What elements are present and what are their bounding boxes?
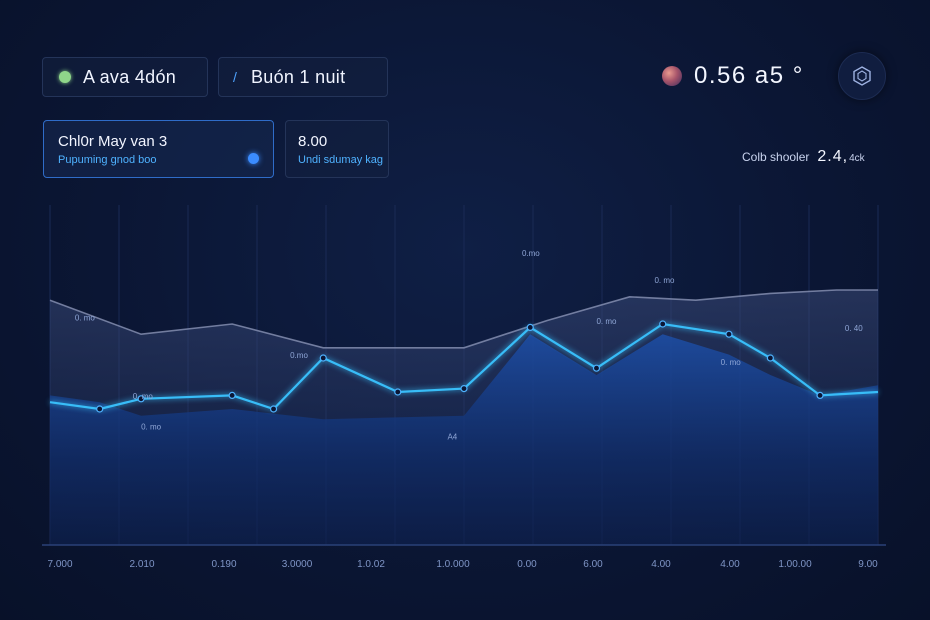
data-point <box>816 391 824 399</box>
point-label: 0. mo <box>141 422 162 431</box>
point-label: 0. mo <box>596 317 617 326</box>
point-label: 0. mo <box>654 276 675 285</box>
series-gray-line <box>49 289 878 349</box>
metric-card-side[interactable]: 8.00 Undi sdumay kag <box>285 120 389 178</box>
header-readout: 0.56 a5 ° <box>662 62 804 90</box>
filter-pill-b-label: Buón 1 nuit <box>251 66 346 87</box>
x-tick-label: 4.00 <box>651 559 671 570</box>
x-tick-label: 0.00 <box>517 559 537 570</box>
data-point <box>394 388 402 396</box>
planet-icon <box>662 66 682 86</box>
metric-card-side-title: 8.00 <box>298 133 328 150</box>
metric-card-side-subtitle: Undi sdumay kag <box>298 154 383 166</box>
data-point <box>659 320 667 328</box>
radio-dot-icon[interactable] <box>248 153 259 164</box>
data-point <box>228 391 236 399</box>
point-label: A4 <box>447 433 457 442</box>
data-point <box>460 385 468 393</box>
filter-pill-a-label: A ava 4dón <box>83 66 177 87</box>
metric-card-main[interactable]: Chl0r May van 3 Pupuming gnod boo <box>43 120 274 178</box>
x-tick-label: 6.00 <box>583 559 603 570</box>
x-tick-label: 1.00.00 <box>778 559 812 570</box>
stat-unit: 4ck <box>849 153 865 164</box>
stat-label: Colb shooler <box>742 150 810 164</box>
header-value: 0.56 a5 ° <box>694 62 804 89</box>
point-label: 0.mo <box>522 249 540 258</box>
point-label: 0. mo <box>75 314 96 323</box>
metric-card-main-subtitle: Pupuming gnod boo <box>58 154 157 166</box>
data-point <box>725 330 733 338</box>
filter-pill-b[interactable]: / Buón 1 nuit <box>218 57 388 97</box>
data-point <box>319 354 327 362</box>
point-label: 0.mo <box>290 351 308 360</box>
data-point <box>269 405 278 413</box>
point-label: 0. 40 <box>845 324 863 333</box>
status-dot-icon <box>59 71 71 83</box>
x-tick-label: 4.00 <box>720 559 740 570</box>
data-point <box>96 405 104 413</box>
series-band-area <box>50 334 878 545</box>
x-tick-label: 3.0000 <box>281 559 313 570</box>
data-point <box>592 364 601 372</box>
x-tick-label: 1.0.02 <box>357 559 385 570</box>
x-tick-label: 2.010 <box>129 559 155 570</box>
slash-icon: / <box>233 69 237 85</box>
settings-hex-icon <box>853 66 871 86</box>
chart-series <box>49 289 879 545</box>
metric-card-main-title: Chl0r May van 3 <box>58 133 168 150</box>
stat-value: 2.4, <box>817 148 849 165</box>
data-point <box>137 395 145 403</box>
filter-pill-a[interactable]: A ava 4dón <box>42 57 208 97</box>
x-tick-label: 7.000 <box>47 559 73 570</box>
point-label: 0. mo <box>133 392 154 401</box>
x-tick-label: 1.0.000 <box>436 559 470 570</box>
x-tick-label: 9.00 <box>858 559 878 570</box>
point-label: 0. mo <box>721 358 742 367</box>
data-point <box>766 354 774 362</box>
x-tick-label: 0.190 <box>211 559 237 570</box>
stat-readout: Colb shooler 2.4, 4ck <box>742 148 865 166</box>
settings-hex-button[interactable] <box>838 52 886 100</box>
data-point <box>526 323 534 331</box>
chart-point-labels: 0. mo 0. mo 0.mo 0.mo 0. mo 0. mo 0. 40 A4 0. mo… <box>75 249 863 442</box>
